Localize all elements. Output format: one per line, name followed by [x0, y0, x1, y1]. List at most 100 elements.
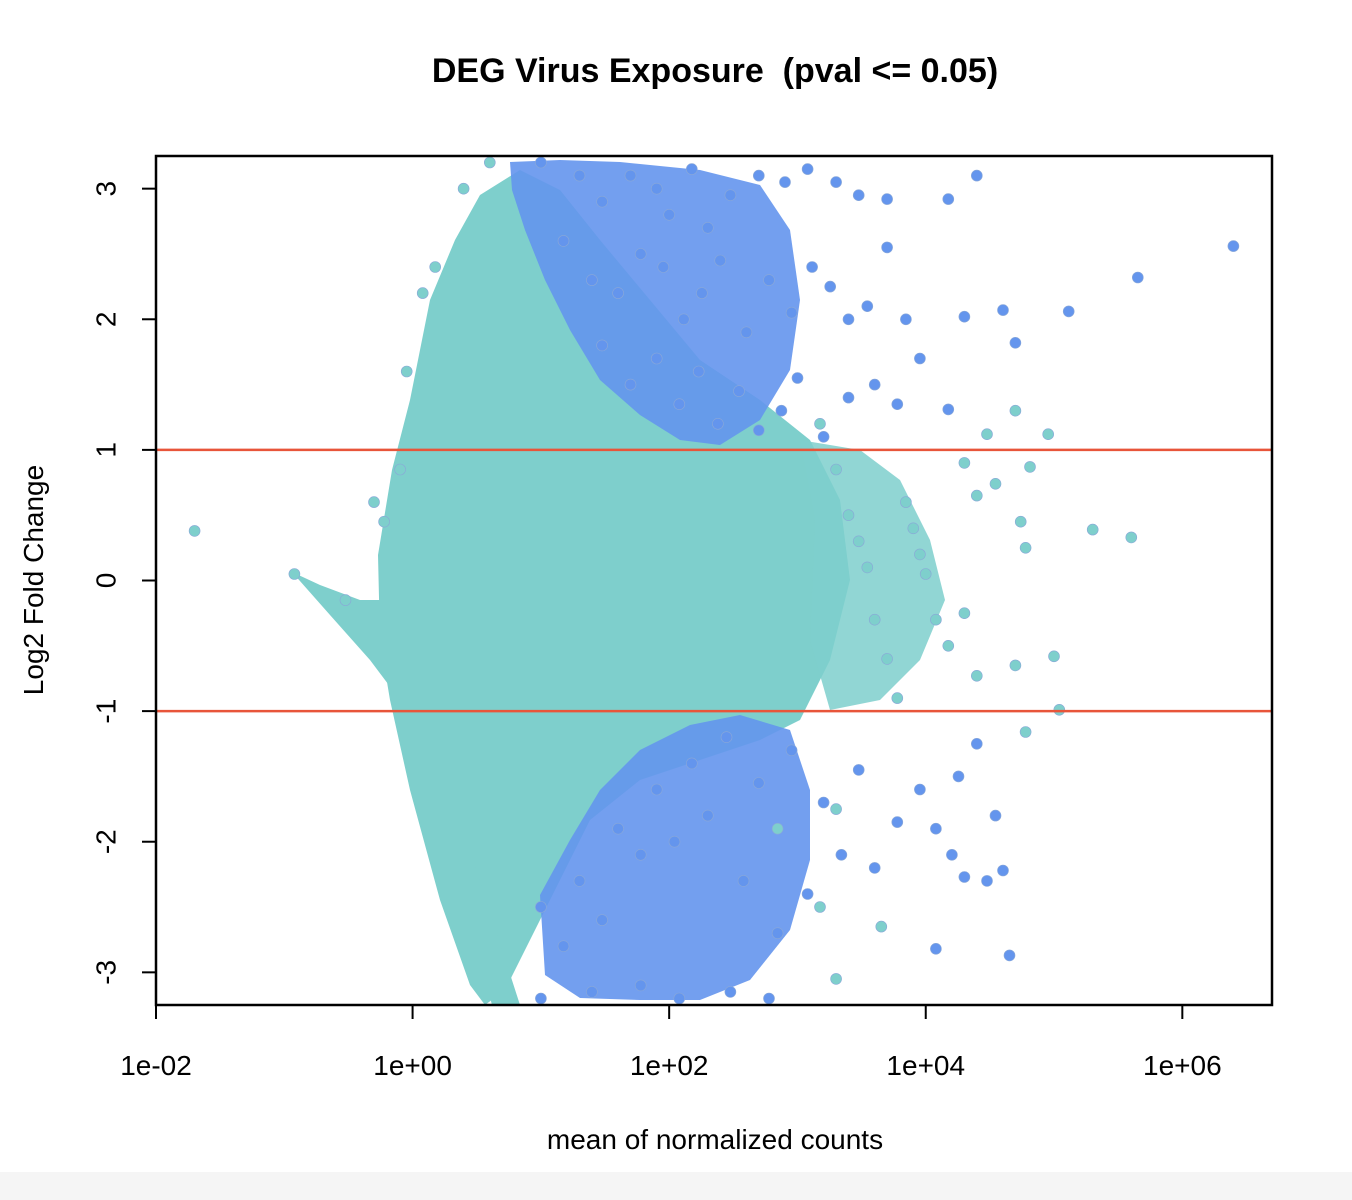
- point-nonsignificant: [1053, 703, 1066, 716]
- y-axis: 3 2 1 0 -1 -2 -3: [91, 181, 157, 985]
- point-significant: [946, 848, 958, 861]
- significant-up-cluster: [510, 160, 800, 445]
- point-significant: [914, 783, 926, 796]
- point-nonsignificant: [919, 568, 932, 580]
- point-significant: [930, 942, 942, 955]
- point-significant: [557, 940, 570, 953]
- point-nonsignificant: [852, 535, 865, 548]
- point-significant: [868, 378, 881, 391]
- point-nonsignificant: [868, 613, 881, 626]
- point-significant: [685, 163, 698, 175]
- x-axis: 1e-02 1e+00 1e+02 1e+04 1e+06: [120, 1004, 1222, 1081]
- point-nonsignificant: [1014, 515, 1027, 528]
- point-significant: [673, 398, 686, 411]
- point-nonsignificant: [881, 653, 893, 665]
- point-significant: [696, 287, 708, 299]
- point-nonsignificant: [891, 692, 904, 704]
- point-nonsignificant: [830, 803, 842, 815]
- point-nonsignificant: [970, 669, 983, 682]
- point-nonsignificant: [900, 496, 912, 508]
- point-significant: [650, 352, 663, 365]
- point-significant: [535, 901, 547, 913]
- point-significant: [852, 189, 865, 201]
- point-significant: [801, 163, 814, 175]
- point-significant: [970, 169, 983, 182]
- point-significant: [1009, 336, 1022, 349]
- point-nonsignificant: [989, 477, 1002, 490]
- point-significant: [650, 783, 663, 796]
- nonsignificant-cloud-center: [378, 170, 850, 1005]
- point-significant: [740, 326, 753, 339]
- point-significant: [701, 222, 714, 234]
- point-significant: [852, 764, 865, 776]
- y-tick-label: -1: [91, 699, 122, 724]
- chart-title: DEG Virus Exposure (pval <= 0.05): [431, 52, 999, 90]
- nonsignificant-cloud-tail: [292, 572, 520, 1005]
- point-nonsignificant: [842, 509, 855, 522]
- point-significant: [779, 176, 791, 188]
- point-significant: [771, 927, 784, 940]
- point-nonsignificant: [1042, 428, 1054, 441]
- nonsignificant-cloud-right: [800, 440, 945, 710]
- point-nonsignificant: [958, 607, 971, 620]
- point-nonsignificant: [429, 261, 442, 273]
- point-significant: [997, 864, 1009, 877]
- point-nonsignificant: [188, 525, 201, 537]
- point-nonsignificant: [1019, 726, 1032, 738]
- point-nonsignificant: [942, 639, 955, 652]
- y-tick-label: -3: [91, 960, 122, 985]
- point-significant: [720, 731, 733, 744]
- point-significant: [733, 385, 745, 397]
- point-nonsignificant: [907, 522, 920, 535]
- point-nonsignificant: [958, 457, 971, 469]
- point-significant: [557, 235, 570, 247]
- point-nonsignificant: [288, 568, 301, 580]
- point-nonsignificant: [416, 287, 429, 299]
- point-nonsignificant: [1009, 404, 1022, 417]
- point-significant: [791, 372, 804, 384]
- y-tick-label: 3: [91, 181, 122, 197]
- point-significant: [624, 169, 637, 182]
- point-significant: [824, 280, 837, 293]
- point-nonsignificant: [914, 548, 926, 561]
- x-tick-label: 1e+02: [630, 1050, 709, 1081]
- point-nonsignificant: [457, 182, 470, 195]
- point-nonsignificant: [930, 613, 942, 626]
- point-significant: [830, 176, 842, 188]
- significant-down-cluster: [540, 715, 810, 1000]
- point-significant: [891, 398, 904, 411]
- point-nonsignificant: [483, 156, 496, 169]
- point-significant: [657, 261, 670, 273]
- point-nonsignificant: [1024, 461, 1036, 473]
- point-significant: [573, 875, 586, 887]
- point-significant: [881, 241, 893, 254]
- point-nonsignificant: [970, 489, 983, 502]
- point-significant: [724, 986, 737, 998]
- point-nonsignificant: [814, 901, 826, 913]
- point-nonsignificant: [368, 496, 380, 508]
- point-significant: [612, 822, 624, 835]
- point-nonsignificant: [875, 920, 888, 933]
- point-significant: [914, 352, 926, 365]
- point-nonsignificant: [1019, 541, 1032, 554]
- point-significant: [612, 287, 624, 299]
- point-significant: [535, 156, 547, 169]
- y-axis-label: Log2 Fold Change: [18, 464, 49, 696]
- point-significant: [952, 770, 965, 783]
- point-significant: [673, 992, 686, 1005]
- point-significant: [596, 195, 608, 208]
- point-significant: [989, 809, 1002, 822]
- point-nonsignificant: [771, 822, 784, 835]
- point-nonsignificant: [400, 365, 413, 378]
- point-significant: [586, 274, 598, 286]
- bottom-strip: [0, 1172, 1352, 1200]
- point-significant: [1062, 305, 1075, 318]
- point-significant: [752, 169, 765, 182]
- point-significant: [835, 848, 848, 861]
- point-significant: [891, 816, 904, 828]
- x-tick-label: 1e-02: [120, 1050, 192, 1081]
- point-significant: [970, 737, 983, 750]
- point-nonsignificant: [1009, 659, 1022, 672]
- point-significant: [596, 339, 608, 352]
